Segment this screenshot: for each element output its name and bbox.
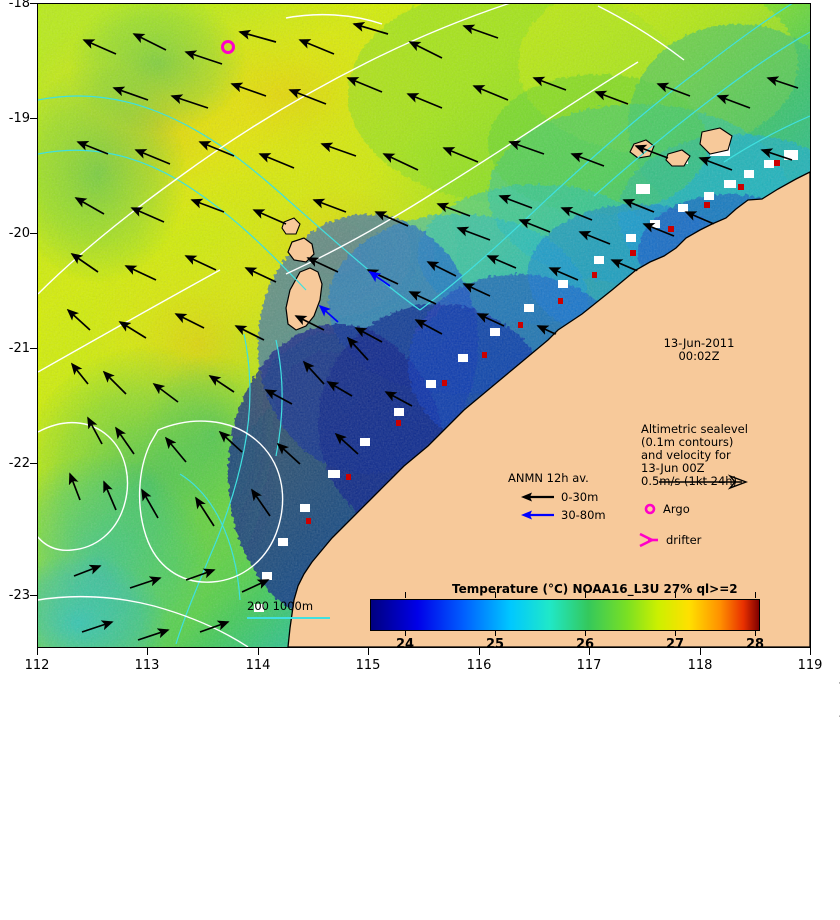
x-tick-mark [589, 648, 590, 655]
x-tick-label: 118 [687, 658, 713, 673]
colorbar-tick [495, 592, 496, 598]
colorbar-tick-label: 26 [575, 637, 595, 652]
legend-label-current-30-80m: 30-80m [561, 508, 606, 522]
colorbar-tick [755, 592, 756, 598]
bathymetry-legend-label: 200 1000m [247, 599, 314, 613]
legend-entry-drifter: drifter [638, 532, 701, 548]
colorbar-tick-label: 27 [665, 637, 685, 652]
legend-entry-argo: Argo [643, 502, 690, 516]
x-tick-label: 119 [797, 658, 823, 673]
velocity-scale-arrow-icon [658, 474, 748, 490]
legend-entry-current-0-30m: 0-30m [521, 490, 598, 504]
x-tick-label: 116 [466, 658, 492, 673]
current-legend-title: ANMN 12h av. [508, 471, 589, 485]
altimetry-legend: Altimetric sealevel (0.1m contours) and … [641, 423, 748, 488]
x-tick-mark [147, 648, 148, 655]
colorbar-gradient [370, 599, 760, 631]
datestamp: 13-Jun-2011 00:02Z [639, 337, 759, 363]
coastal-station-pixels [306, 160, 780, 524]
velocity-arrows-30-80m [318, 271, 391, 323]
colorbar-tick [405, 630, 406, 636]
datestamp-time: 00:02Z [678, 349, 720, 363]
y-tick-label: -20 [8, 226, 30, 241]
colorbar-tick [585, 592, 586, 598]
colorbar-tick [675, 592, 676, 598]
map-canvas [38, 4, 810, 647]
altimetry-legend-line-0: Altimetric sealevel [641, 422, 748, 436]
altimetry-legend-line-1: (0.1m contours) [641, 435, 734, 449]
drifter-chevron-icon [639, 532, 658, 548]
x-tick-mark [37, 648, 38, 655]
y-tick-label: -22 [8, 456, 30, 471]
colorbar-tick [585, 630, 586, 636]
current-arrow-30-80m-icon [521, 510, 554, 520]
current-arrow-0-30m-icon [521, 492, 554, 502]
legend-label-drifter: drifter [666, 533, 702, 547]
argo-marker[interactable] [221, 40, 235, 54]
colorbar-tick [495, 630, 496, 636]
argo-circle-icon [644, 503, 656, 515]
map-plot-area[interactable]: 13-Jun-2011 00:02Z Altimetric sealevel (… [37, 3, 811, 648]
y-tick-label: -19 [8, 111, 30, 126]
colorbar-tick [755, 630, 756, 636]
colorbar-tick [405, 592, 406, 598]
y-tick-mark [30, 348, 37, 349]
colorbar[interactable]: 24 25 26 27 28 [370, 592, 764, 652]
legend-label-current-0-30m: 0-30m [561, 490, 599, 504]
altimetry-legend-line-3: 13-Jun 00Z [641, 461, 705, 475]
x-tick-mark [479, 648, 480, 655]
y-tick-mark [30, 118, 37, 119]
y-tick-label: -18 [8, 0, 30, 11]
y-tick-label: -23 [8, 588, 30, 603]
colorbar-title: Temperature (°C) NOAA16_L3U 27% ql>=2 [452, 582, 738, 596]
y-tick-mark [30, 233, 37, 234]
altimetry-legend-line-2: and velocity for [641, 448, 731, 462]
altimetry-legend-line-4: 0.5m/s (1kt 24h) [641, 474, 738, 488]
y-tick-mark [30, 595, 37, 596]
y-tick-mark [30, 3, 37, 4]
x-tick-label: 114 [245, 658, 271, 673]
x-tick-label: 112 [24, 658, 50, 673]
colorbar-tick-label: 25 [485, 637, 505, 652]
y-tick-label: -21 [8, 341, 30, 356]
datestamp-date: 13-Jun-2011 [663, 336, 735, 350]
x-tick-mark [258, 648, 259, 655]
y-tick-mark [30, 463, 37, 464]
x-tick-label: 117 [576, 658, 602, 673]
x-tick-mark [700, 648, 701, 655]
x-tick-mark [368, 648, 369, 655]
velocity-arrows-0-30m [66, 21, 799, 641]
landmass-australia [254, 127, 810, 647]
figure-root: 13-Jun-2011 00:02Z Altimetric sealevel (… [8, 0, 840, 920]
bathymetry-legend-line [247, 617, 330, 619]
legend-entry-current-30-80m: 30-80m [521, 508, 606, 522]
colorbar-tick-label: 28 [745, 637, 765, 652]
colorbar-tick-label: 24 [395, 637, 415, 652]
x-tick-label: 115 [355, 658, 381, 673]
x-tick-label: 113 [134, 658, 160, 673]
x-tick-mark [810, 648, 811, 655]
colorbar-tick [675, 630, 676, 636]
legend-label-argo: Argo [663, 502, 690, 516]
